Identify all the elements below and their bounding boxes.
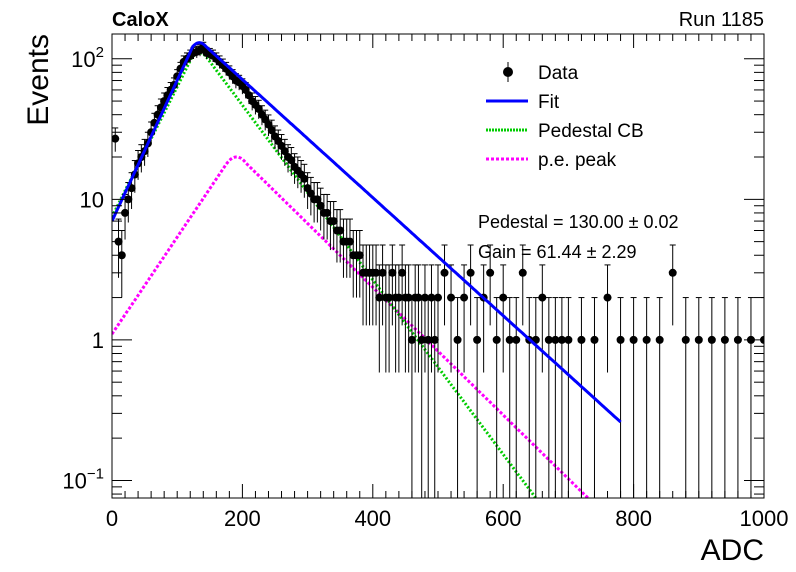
- data-point: [414, 293, 423, 302]
- data-point: [564, 335, 573, 344]
- data-point: [518, 268, 527, 277]
- legend-entry: Data: [503, 62, 579, 84]
- gain-stat: Gain = 61.44 ± 2.29: [478, 242, 637, 262]
- y-tick-label: 102: [71, 44, 104, 72]
- x-tick-label: 1000: [740, 506, 789, 531]
- data-point: [557, 335, 566, 344]
- data-point: [577, 335, 586, 344]
- data-point: [642, 335, 651, 344]
- x-tick-label: 600: [485, 506, 522, 531]
- data-point: [254, 104, 263, 113]
- data-point: [417, 335, 426, 344]
- legend-label: Fit: [538, 92, 560, 113]
- data-point: [430, 335, 439, 344]
- data-point: [121, 208, 130, 217]
- x-tick-label: 200: [224, 506, 261, 531]
- data-point: [655, 335, 664, 344]
- data-point: [681, 335, 690, 344]
- data-point: [440, 268, 449, 277]
- data-point: [427, 293, 436, 302]
- y-axis-label: Events: [22, 34, 55, 126]
- fit-curve: [112, 41, 622, 424]
- pe-peak-curve: [112, 155, 591, 498]
- data-point: [538, 293, 547, 302]
- header-left-label: CaloX: [112, 9, 169, 31]
- legend: Data Fit Pedestal CB p.e. peak: [486, 62, 644, 171]
- legend-label: Pedestal CB: [538, 121, 644, 142]
- data-point: [372, 268, 381, 277]
- legend-entry: p.e. peak: [486, 150, 617, 171]
- data-point: [112, 134, 120, 143]
- data-point: [473, 335, 482, 344]
- data-point: [453, 335, 462, 344]
- data-point: [707, 335, 716, 344]
- data-point: [313, 195, 322, 204]
- data-point: [345, 237, 354, 246]
- data-point: [590, 335, 599, 344]
- data-point: [505, 335, 514, 344]
- data-point: [388, 268, 397, 277]
- data-point: [323, 208, 332, 217]
- data-point: [424, 335, 433, 344]
- data-point: [460, 293, 469, 302]
- legend-entry: Pedestal CB: [486, 121, 644, 142]
- header-right-label: Run 1185: [679, 9, 764, 31]
- data-point: [629, 335, 638, 344]
- data-point: [694, 335, 703, 344]
- data-point: [720, 335, 729, 344]
- legend-entry: Fit: [486, 92, 560, 113]
- data-point: [329, 217, 338, 226]
- pedestal-stat: Pedestal = 130.00 ± 0.02: [478, 212, 679, 232]
- data-point: [447, 293, 456, 302]
- x-tick-label: 800: [615, 506, 652, 531]
- data-point: [434, 293, 442, 302]
- data-point: [306, 189, 315, 198]
- data-point: [616, 335, 625, 344]
- data-point: [466, 268, 475, 277]
- y-tick-label: 10−1: [62, 465, 104, 493]
- data-point: [280, 147, 289, 156]
- data-point: [407, 335, 416, 344]
- data-point: [316, 201, 325, 210]
- data-point: [287, 156, 296, 165]
- x-tick-label: 400: [354, 506, 391, 531]
- legend-label: p.e. peak: [538, 150, 617, 171]
- x-axis-label: ADC: [701, 534, 764, 567]
- data-point: [300, 174, 309, 183]
- data-point: [378, 268, 387, 277]
- data-point: [398, 268, 407, 277]
- data-point: [385, 293, 394, 302]
- data-point: [404, 293, 413, 302]
- data-point: [375, 293, 384, 302]
- data-point: [603, 293, 612, 302]
- data-point: [355, 251, 364, 260]
- data-point: [668, 268, 677, 277]
- data-point: [733, 335, 742, 344]
- data-point: [336, 226, 345, 235]
- data-point: [551, 335, 560, 344]
- data-point: [544, 335, 553, 344]
- data-point: [420, 293, 429, 302]
- y-tick-label: 10: [80, 187, 104, 212]
- data-point: [512, 335, 521, 344]
- data-point: [499, 293, 508, 302]
- x-tick-label: 0: [106, 506, 118, 531]
- plot-content: [112, 41, 764, 498]
- y-tick-label: 1: [92, 328, 104, 353]
- data-point: [486, 268, 495, 277]
- legend-label: Data: [538, 63, 579, 84]
- axes: 0 200 400 600 800 1000 10−1 1 10 102: [62, 34, 788, 531]
- data-point: [394, 293, 403, 302]
- data-point: [267, 126, 276, 135]
- data-point: [492, 335, 501, 344]
